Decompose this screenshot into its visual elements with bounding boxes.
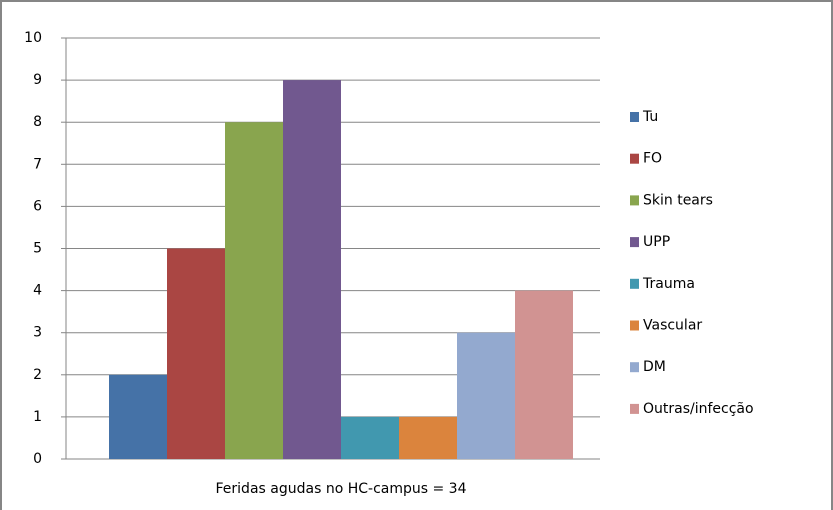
legend-swatch [630,278,639,289]
legend-label: Vascular [643,318,702,334]
bar [457,332,515,459]
legend-swatch [630,403,639,414]
y-tick-label: 2 [33,367,42,383]
bar [515,290,573,459]
legend-swatch [630,237,639,248]
legend-label: Trauma [642,276,695,292]
legend-swatch [630,195,639,206]
y-tick-label: 10 [24,30,42,46]
y-tick-label: 4 [33,283,42,299]
legend-swatch [630,362,639,373]
legend-label: Tu [642,109,658,125]
legend-label: FO [643,151,662,167]
y-tick-label: 7 [33,156,42,172]
y-tick-label: 6 [33,198,42,214]
legend-swatch [630,320,639,331]
legend-label: Skin tears [643,192,713,208]
bar [341,416,399,459]
legend-label: UPP [643,234,670,250]
bar [167,248,225,459]
legend-swatch [630,112,639,122]
y-tick-label: 3 [33,325,42,341]
legend-label: Outras/infecção [643,401,754,417]
bar [109,374,167,459]
legend-swatch [630,153,639,164]
x-tick-label: Feridas agudas no HC-campus = 34 [216,481,467,497]
y-tick-label: 5 [33,241,42,257]
y-tick-label: 9 [33,72,42,88]
bar [225,122,283,459]
y-tick-label: 1 [33,409,42,425]
bar [283,80,341,459]
legend-label: DM [643,359,666,375]
y-tick-label: 8 [33,114,42,130]
y-tick-label: 0 [33,451,42,467]
bar [399,416,457,459]
